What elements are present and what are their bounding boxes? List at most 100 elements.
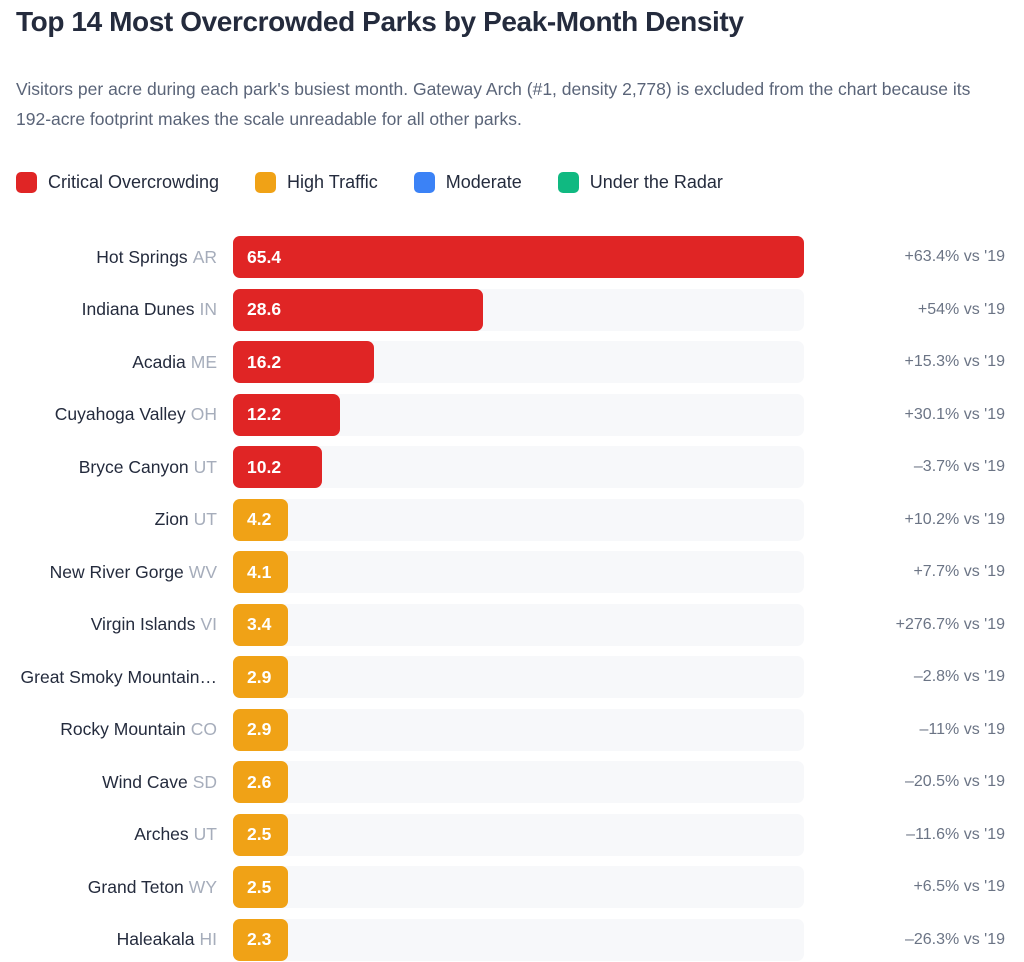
- bar-row-delta: +63.4% vs '19: [904, 248, 1005, 266]
- park-name: Great Smoky Mountain…: [20, 666, 217, 687]
- bar-row[interactable]: Bryce Canyon UT 10.2 –3.7% vs '19: [0, 441, 1024, 494]
- bar-row[interactable]: Zion UT 4.2 +10.2% vs '19: [0, 494, 1024, 547]
- park-name: Grand Teton: [87, 876, 184, 897]
- park-state-code: OH: [190, 404, 217, 425]
- bar-fill[interactable]: 16.2: [233, 341, 375, 384]
- bar-fill[interactable]: 2.5: [233, 866, 288, 909]
- park-name: Bryce Canyon: [78, 456, 189, 477]
- bar-track: 2.3: [233, 918, 804, 961]
- bar-row-label: New River Gorge WV: [0, 562, 233, 583]
- park-name: Hot Springs: [96, 246, 188, 267]
- bar-fill[interactable]: 2.9: [233, 708, 288, 751]
- legend-item-label: Critical Overcrowding: [48, 172, 220, 192]
- bar-track: 65.4: [233, 236, 804, 279]
- bar-value-label: 2.5: [247, 876, 272, 897]
- park-state-code: ME: [190, 351, 217, 372]
- bar-value-label: 10.2: [247, 456, 282, 477]
- bar-row-label: Virgin Islands VI: [0, 614, 233, 635]
- bar-fill[interactable]: 3.4: [233, 603, 288, 646]
- bar-row-delta: +276.7% vs '19: [895, 615, 1005, 633]
- bar-fill[interactable]: 12.2: [233, 393, 340, 436]
- bar-row-delta: –2.8% vs '19: [913, 668, 1005, 686]
- bar-value-label: 2.6: [247, 771, 272, 792]
- bar-row-delta: –11% vs '19: [919, 720, 1005, 738]
- bar-row[interactable]: Rocky Mountain CO 2.9 –11% vs '19: [0, 704, 1024, 757]
- bar-row[interactable]: Cuyahoga Valley OH 12.2 +30.1% vs '19: [0, 389, 1024, 442]
- park-state-code: WY: [188, 876, 217, 897]
- bar-row-delta: +30.1% vs '19: [904, 405, 1005, 423]
- chart-legend: Critical Overcrowding High Traffic Moderat…: [16, 172, 759, 193]
- bar-row-label: Rocky Mountain CO: [0, 719, 233, 740]
- bar-value-label: 65.4: [247, 246, 282, 267]
- bar-row[interactable]: Indiana Dunes IN 28.6 +54% vs '19: [0, 284, 1024, 337]
- park-state-code: SD: [192, 771, 217, 792]
- bar-value-label: 2.9: [247, 666, 272, 687]
- bar-track: 4.2: [233, 498, 804, 541]
- legend-item-label: High Traffic: [287, 172, 378, 192]
- legend-swatch-icon: [16, 172, 37, 193]
- bar-row[interactable]: Arches UT 2.5 –11.6% vs '19: [0, 809, 1024, 862]
- legend-item-label: Moderate: [445, 172, 522, 192]
- legend-item[interactable]: Moderate: [413, 172, 522, 193]
- bar-value-label: 3.4: [247, 614, 272, 635]
- park-name: Haleakala: [116, 929, 195, 950]
- park-state-code: UT: [193, 509, 217, 530]
- legend-item[interactable]: High Traffic: [255, 172, 378, 193]
- bar-row-delta: –20.5% vs '19: [904, 773, 1005, 791]
- bar-fill[interactable]: 28.6: [233, 288, 483, 331]
- bar-row[interactable]: Wind Cave SD 2.6 –20.5% vs '19: [0, 756, 1024, 809]
- legend-item[interactable]: Under the Radar: [557, 172, 723, 193]
- bar-row-delta: –3.7% vs '19: [913, 458, 1005, 476]
- bar-row[interactable]: Grand Teton WY 2.5 +6.5% vs '19: [0, 861, 1024, 914]
- park-name: Indiana Dunes: [81, 299, 195, 320]
- bar-row[interactable]: Great Smoky Mountain… 2.9 –2.8% vs '19: [0, 651, 1024, 704]
- bar-track: 2.6: [233, 761, 804, 804]
- bar-row[interactable]: New River Gorge WV 4.1 +7.7% vs '19: [0, 546, 1024, 599]
- bar-track: 12.2: [233, 393, 804, 436]
- bar-track: 2.9: [233, 656, 804, 699]
- bar-row-delta: –11.6% vs '19: [906, 825, 1005, 843]
- bar-track: 2.5: [233, 866, 804, 909]
- bar-fill[interactable]: 2.6: [233, 761, 288, 804]
- bar-track: 10.2: [233, 446, 804, 489]
- bar-row-label: Arches UT: [0, 824, 233, 845]
- park-name: Virgin Islands: [90, 614, 196, 635]
- bar-row-label: Indiana Dunes IN: [0, 299, 233, 320]
- park-name: Wind Cave: [102, 771, 188, 792]
- bar-fill[interactable]: 2.5: [233, 813, 288, 856]
- bar-row-delta: +6.5% vs '19: [913, 878, 1005, 896]
- park-state-code: IN: [199, 299, 218, 320]
- bar-row-label: Great Smoky Mountain…: [0, 667, 233, 688]
- bar-row[interactable]: Virgin Islands VI 3.4 +276.7% vs '19: [0, 599, 1024, 652]
- bar-value-label: 2.9: [247, 719, 272, 740]
- park-state-code: AR: [192, 246, 217, 267]
- bar-row[interactable]: Hot Springs AR 65.4 +63.4% vs '19: [0, 231, 1024, 284]
- legend-swatch-icon: [255, 172, 277, 193]
- bar-track: 16.2: [233, 341, 804, 384]
- bar-value-label: 12.2: [247, 404, 282, 425]
- bar-track: 28.6: [233, 288, 804, 331]
- bar-row[interactable]: Acadia ME 16.2 +15.3% vs '19: [0, 336, 1024, 389]
- bar-fill[interactable]: 65.4: [233, 236, 804, 279]
- bar-row-delta: +7.7% vs '19: [913, 563, 1005, 581]
- bar-fill[interactable]: 4.2: [233, 498, 288, 541]
- park-name: Acadia: [132, 351, 186, 372]
- bar-value-label: 16.2: [247, 351, 282, 372]
- page-title: Top 14 Most Overcrowded Parks by Peak-Mo…: [16, 6, 744, 37]
- park-name: Arches: [134, 824, 189, 845]
- bar-fill[interactable]: 2.9: [233, 656, 288, 699]
- bar-fill[interactable]: 2.3: [233, 918, 288, 961]
- chart-subtitle: Visitors per acre during each park's bus…: [16, 79, 971, 129]
- legend-item[interactable]: Critical Overcrowding: [16, 172, 219, 193]
- bar-row[interactable]: Haleakala HI 2.3 –26.3% vs '19: [0, 914, 1024, 962]
- park-state-code: HI: [199, 929, 218, 950]
- bar-chart: Hot Springs AR 65.4 +63.4% vs '19 Indiana Du…: [0, 231, 1024, 962]
- bar-value-label: 2.5: [247, 824, 272, 845]
- bar-track: 2.9: [233, 708, 804, 751]
- bar-fill[interactable]: 4.1: [233, 551, 288, 594]
- park-state-code: CO: [190, 719, 217, 740]
- bar-fill[interactable]: 10.2: [233, 446, 323, 489]
- park-name: Rocky Mountain: [60, 719, 186, 740]
- legend-item-label: Under the Radar: [589, 172, 723, 192]
